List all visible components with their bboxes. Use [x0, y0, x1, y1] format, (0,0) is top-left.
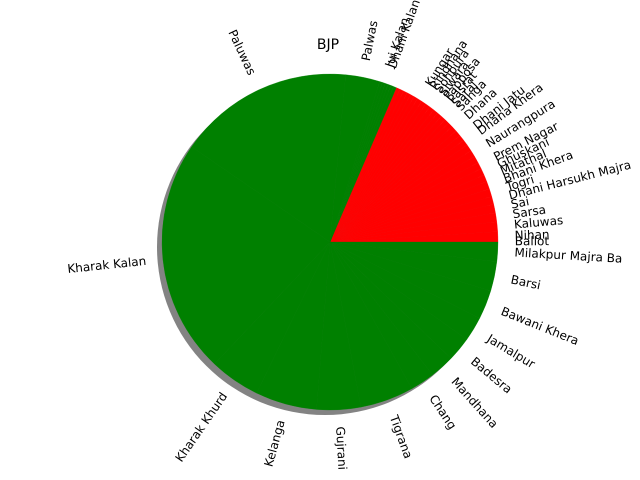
slice-label: Kaluwas	[513, 213, 563, 231]
slice-label: Sai	[510, 194, 531, 211]
slice-label: Chang	[426, 392, 459, 432]
slice-label: Jamalpur	[484, 331, 538, 371]
slice-label: Tigrana	[386, 412, 415, 460]
slice-label: Milakpur Majra Ba	[514, 245, 623, 265]
slice-label: Barsi	[510, 273, 542, 293]
pie-slice	[161, 146, 331, 365]
pie-slice	[191, 73, 346, 243]
slice-label: Ballot	[515, 234, 550, 248]
slice-label: Paluwas	[225, 28, 258, 78]
slice-label: Nihan	[514, 227, 549, 242]
pie-slice	[329, 241, 499, 262]
pie-slices	[161, 73, 499, 411]
slice-label: Gujrani	[333, 426, 349, 470]
slice-label: Sarsa	[512, 203, 547, 222]
slice-label: Kharak Khurd	[172, 390, 230, 465]
chart-title: BJP	[317, 37, 339, 53]
slice-label: Kharak Kalan	[67, 254, 147, 276]
slice-label: Kelanga	[262, 418, 288, 468]
slice-label: Badesra	[468, 354, 515, 396]
slice-label: Bawani Khera	[499, 304, 581, 348]
slice-label: Palwas	[359, 19, 381, 62]
